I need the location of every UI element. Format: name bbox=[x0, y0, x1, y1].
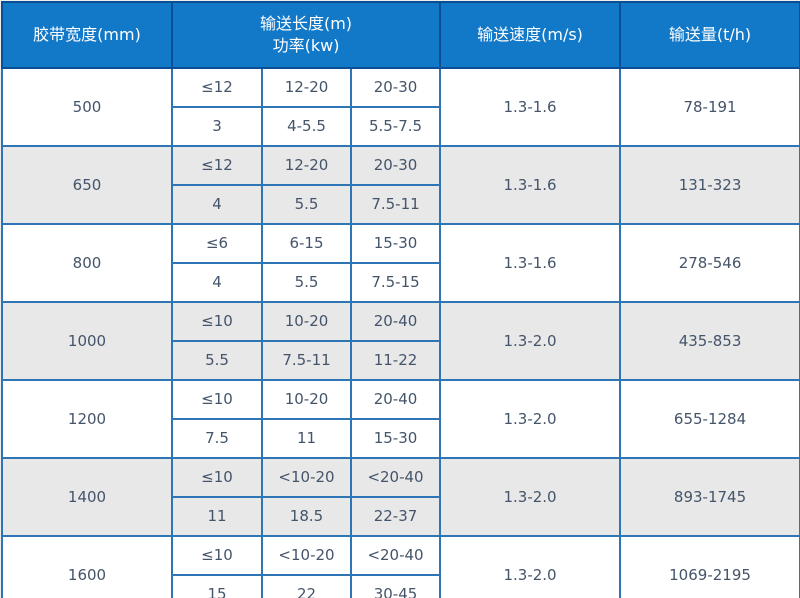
speed-cell: 1.3-1.6 bbox=[439, 145, 622, 225]
power-cell: 4-5.5 bbox=[261, 106, 352, 147]
table-row: 500 ≤12 12-20 20-30 1.3-1.6 78-191 bbox=[1, 67, 800, 147]
length-cell: <20-40 bbox=[349, 457, 442, 498]
table-row: 1600 ≤10 <10-20 <20-40 1.3-2.0 1069-2195 bbox=[1, 535, 800, 598]
length-cell: ≤12 bbox=[171, 145, 263, 186]
speed-cell: 1.3-2.0 bbox=[439, 379, 622, 459]
power-cell: 5.5-7.5 bbox=[349, 106, 442, 147]
table-row: 5.5 7.5-11 11-22 bbox=[2, 340, 800, 381]
belt-width-cell: 500 bbox=[1, 67, 173, 147]
capacity-cell: 655-1284 bbox=[619, 379, 800, 459]
length-cell: <10-20 bbox=[261, 535, 352, 576]
power-cell: 11 bbox=[171, 496, 263, 537]
length-cell: ≤12 bbox=[171, 67, 263, 108]
capacity-cell: 78-191 bbox=[619, 67, 800, 147]
speed-cell: 1.3-2.0 bbox=[439, 301, 622, 381]
power-cell: 11-22 bbox=[349, 340, 442, 381]
speed-cell: 1.3-2.0 bbox=[439, 535, 622, 598]
length-cell: <10-20 bbox=[261, 457, 352, 498]
length-cell: ≤10 bbox=[171, 535, 263, 576]
length-cell: 12-20 bbox=[261, 145, 352, 186]
power-cell: 5.5 bbox=[261, 262, 352, 303]
header-row: 胶带宽度(mm) 输送长度(m) 功率(kw) 输送速度(m/s) 输送量(t/… bbox=[1, 1, 800, 69]
power-cell: 4 bbox=[171, 184, 263, 225]
length-cell: <20-40 bbox=[349, 535, 442, 576]
belt-width-cell: 1600 bbox=[1, 535, 173, 598]
length-cell: 20-40 bbox=[349, 379, 442, 420]
power-cell: 4 bbox=[171, 262, 263, 303]
length-cell: 10-20 bbox=[261, 301, 352, 342]
length-cell: 20-30 bbox=[349, 145, 442, 186]
length-cell: ≤6 bbox=[171, 223, 263, 264]
power-cell: 7.5-15 bbox=[349, 262, 442, 303]
speed-cell: 1.3-2.0 bbox=[439, 457, 622, 537]
capacity-cell: 131-323 bbox=[619, 145, 800, 225]
belt-width-cell: 1000 bbox=[1, 301, 173, 381]
length-cell: 10-20 bbox=[261, 379, 352, 420]
table-row: 1200 ≤10 10-20 20-40 1.3-2.0 655-1284 bbox=[1, 379, 800, 459]
power-cell: 5.5 bbox=[261, 184, 352, 225]
power-cell: 30-45 bbox=[349, 574, 442, 598]
length-cell: 20-30 bbox=[349, 67, 442, 108]
power-cell: 7.5-11 bbox=[261, 340, 352, 381]
table-row: 1000 ≤10 10-20 20-40 1.3-2.0 435-853 bbox=[1, 301, 800, 381]
belt-width-cell: 1200 bbox=[1, 379, 173, 459]
capacity-cell: 435-853 bbox=[619, 301, 800, 381]
header-belt-width: 胶带宽度(mm) bbox=[1, 1, 173, 69]
capacity-cell: 278-546 bbox=[619, 223, 800, 303]
power-cell: 22-37 bbox=[349, 496, 442, 537]
table-row: 4 5.5 7.5-11 bbox=[2, 184, 800, 225]
length-cell: ≤10 bbox=[171, 379, 263, 420]
header-speed: 输送速度(m/s) bbox=[439, 1, 622, 69]
belt-width-cell: 1400 bbox=[1, 457, 173, 537]
speed-cell: 1.3-1.6 bbox=[439, 223, 622, 303]
power-cell: 3 bbox=[171, 106, 263, 147]
power-cell: 18.5 bbox=[261, 496, 352, 537]
belt-width-cell: 800 bbox=[1, 223, 173, 303]
table-row: 15 22 30-45 bbox=[2, 574, 800, 598]
length-cell: 20-40 bbox=[349, 301, 442, 342]
capacity-cell: 1069-2195 bbox=[619, 535, 800, 598]
speed-cell: 1.3-1.6 bbox=[439, 67, 622, 147]
power-cell: 11 bbox=[261, 418, 352, 459]
power-cell: 7.5-11 bbox=[349, 184, 442, 225]
table-row: 11 18.5 22-37 bbox=[2, 496, 800, 537]
length-cell: 6-15 bbox=[261, 223, 352, 264]
power-cell: 15-30 bbox=[349, 418, 442, 459]
length-cell: 15-30 bbox=[349, 223, 442, 264]
capacity-cell: 893-1745 bbox=[619, 457, 800, 537]
power-cell: 7.5 bbox=[171, 418, 263, 459]
length-cell: 12-20 bbox=[261, 67, 352, 108]
table-row: 3 4-5.5 5.5-7.5 bbox=[2, 106, 800, 147]
table-row: 800 ≤6 6-15 15-30 1.3-1.6 278-546 bbox=[1, 223, 800, 303]
header-capacity: 输送量(t/h) bbox=[619, 1, 800, 69]
power-cell: 15 bbox=[171, 574, 263, 598]
header-length-power: 输送长度(m) 功率(kw) bbox=[170, 1, 442, 69]
table-row: 7.5 11 15-30 bbox=[2, 418, 800, 459]
belt-width-cell: 650 bbox=[1, 145, 173, 225]
length-cell: ≤10 bbox=[171, 301, 263, 342]
length-cell: ≤10 bbox=[171, 457, 263, 498]
power-cell: 5.5 bbox=[171, 340, 263, 381]
table-row: 1400 ≤10 <10-20 <20-40 1.3-2.0 893-1745 bbox=[1, 457, 800, 537]
table-row: 650 ≤12 12-20 20-30 1.3-1.6 131-323 bbox=[1, 145, 800, 225]
table-row: 4 5.5 7.5-15 bbox=[2, 262, 800, 303]
power-cell: 22 bbox=[261, 574, 352, 598]
